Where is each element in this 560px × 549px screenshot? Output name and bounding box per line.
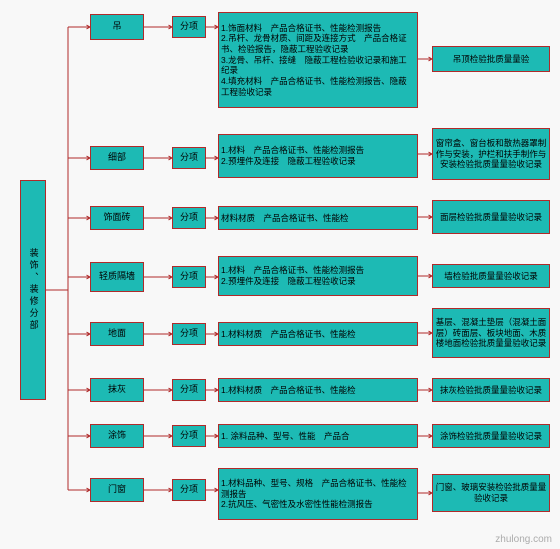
fenxiang-r0: 分项 — [172, 16, 206, 38]
right-r1: 窗帘盒、窗台板和散热器罩制作与安装，护栏和扶手制作与安装检验批质量量验收记录 — [432, 128, 550, 180]
detail-r7: 1.材料品种、型号、规格 产品合格证书、性能检测报告 2.抗风压、气密性及水密性… — [218, 468, 418, 520]
category-r7: 门窗 — [90, 478, 144, 502]
fenxiang-r5: 分项 — [172, 379, 206, 401]
category-r3: 轻质隔墙 — [90, 262, 144, 292]
category-r4: 地面 — [90, 322, 144, 346]
detail-r2: 材料材质 产品合格证书、性能检 — [218, 206, 418, 230]
fenxiang-r6: 分项 — [172, 425, 206, 447]
right-r2: 面层检验批质量量验收记录 — [432, 200, 550, 234]
category-r2: 饰面砖 — [90, 206, 144, 230]
fenxiang-r3: 分项 — [172, 266, 206, 288]
detail-r6: 1. 涂料品种、型号、性能 产品合 — [218, 424, 418, 448]
right-r4: 基层、混凝土垫层（混凝土面层）砖面层、板块地面、木质楼地面检验批质量量验收记录 — [432, 308, 550, 358]
category-r5: 抹灰 — [90, 378, 144, 402]
detail-r3: 1.材料 产品合格证书、性能检测报告 2.预埋件及连接 隐蔽工程验收记录 — [218, 256, 418, 296]
right-r3: 墙检验批质量量验收记录 — [432, 264, 550, 288]
fenxiang-r4: 分项 — [172, 323, 206, 345]
category-r6: 涂饰 — [90, 424, 144, 448]
right-r0: 吊顶检验批质量量验 — [432, 46, 550, 72]
detail-r0: 1.饰面材料 产品合格证书、性能检测报告 2.吊杆、龙骨材质、间距及连接方式 产… — [218, 12, 418, 108]
detail-r1: 1.材料 产品合格证书、性能检测报告 2.预埋件及连接 隐蔽工程验收记录 — [218, 134, 418, 178]
root-node: 装饰、装修分部 — [20, 180, 46, 400]
category-r1: 细部 — [90, 146, 144, 170]
fenxiang-r2: 分项 — [172, 207, 206, 229]
right-r7: 门窗、玻璃安装检验批质量量验收记录 — [432, 474, 550, 512]
fenxiang-r1: 分项 — [172, 147, 206, 169]
right-r5: 抹灰检验批质量量验收记录 — [432, 378, 550, 402]
detail-r5: 1.材料材质 产品合格证书、性能检 — [218, 378, 418, 402]
right-r6: 涂饰检验批质量量验收记录 — [432, 424, 550, 448]
root-label: 装饰、装修分部 — [27, 248, 38, 332]
detail-r4: 1.材料材质 产品合格证书、性能检 — [218, 322, 418, 346]
category-r0: 吊 — [90, 14, 144, 40]
watermark: zhulong.com — [495, 534, 552, 545]
fenxiang-r7: 分项 — [172, 479, 206, 501]
